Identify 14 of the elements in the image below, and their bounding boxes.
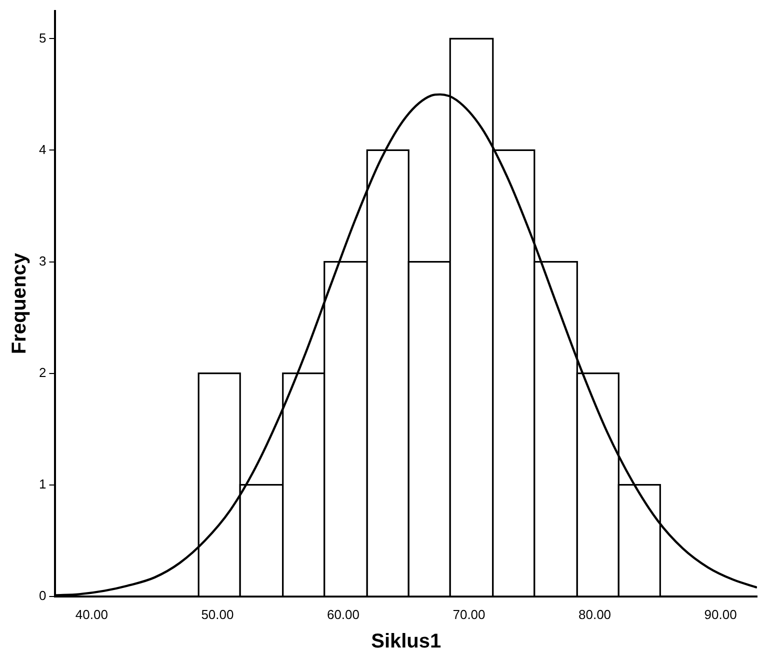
y-tick-label: 3 — [38, 253, 46, 268]
x-tick-label: 70.00 — [452, 606, 486, 622]
x-tick-label: 60.00 — [326, 606, 360, 622]
x-axis-title: Siklus1 — [371, 630, 442, 653]
x-tick-label: 80.00 — [578, 606, 612, 622]
y-tick-label: 4 — [38, 142, 46, 157]
x-tick-label: 90.00 — [704, 606, 737, 622]
y-tick-label: 2 — [38, 364, 46, 380]
x-tick-label: 40.00 — [75, 606, 108, 622]
y-axis-title: Frequency — [8, 252, 31, 354]
x-tick-label: 50.00 — [201, 606, 234, 622]
y-tick-label: 1 — [38, 476, 46, 492]
y-tick-label: 0 — [38, 588, 46, 603]
y-tick-label: 5 — [38, 30, 46, 46]
